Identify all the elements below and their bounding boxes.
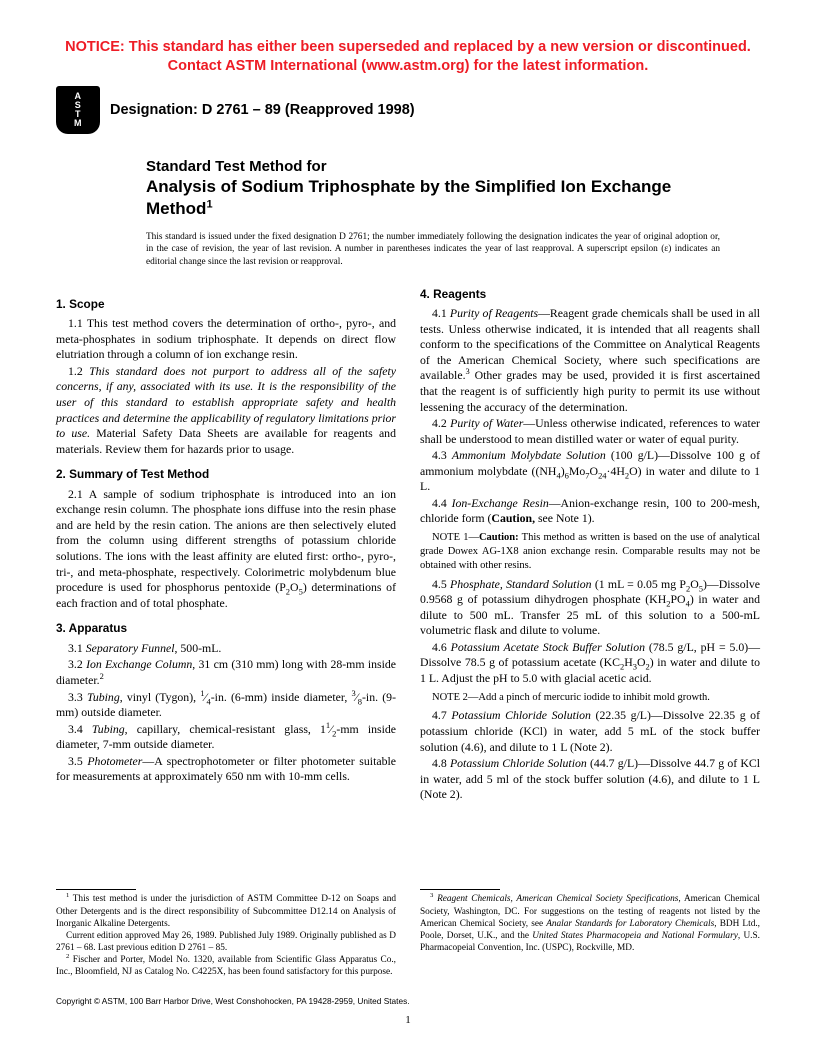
issuance-note: This standard is issued under the fixed … — [146, 231, 720, 269]
para: 4.1 Purity of Reagents—Reagent grade che… — [420, 306, 760, 415]
header-row: ASTM Designation: D 2761 – 89 (Reapprove… — [56, 86, 760, 134]
para: 1.2 This standard does not purport to ad… — [56, 364, 396, 457]
para: 4.7 Potassium Chloride Solution (22.35 g… — [420, 708, 760, 755]
para: 2.1 A sample of sodium triphosphate is i… — [56, 487, 396, 612]
heading-summary: 2. Summary of Test Method — [56, 467, 396, 483]
footnote-3: 3 Reagent Chemicals, American Chemical S… — [420, 893, 760, 953]
footnote-1: 1 This test method is under the jurisdic… — [56, 893, 396, 929]
para: 4.3 Ammonium Molybdate Solution (100 g/L… — [420, 448, 760, 495]
heading-scope: 1. Scope — [56, 297, 396, 313]
body-columns: 1. Scope 1.1 This test method covers the… — [56, 287, 760, 803]
para: 4.8 Potassium Chloride Solution (44.7 g/… — [420, 756, 760, 803]
footnote-rule — [56, 889, 136, 890]
footnote-rule — [420, 889, 500, 890]
title-main: Analysis of Sodium Triphosphate by the S… — [146, 176, 720, 219]
notice-line2: Contact ASTM International (www.astm.org… — [168, 58, 649, 74]
footnotes: 1 This test method is under the jurisdic… — [56, 889, 760, 978]
para: 4.4 Ion-Exchange Resin—Anion-exchange re… — [420, 496, 760, 527]
heading-apparatus: 3. Apparatus — [56, 621, 396, 637]
para: 3.5 Photometer—A spectrophotometer or fi… — [56, 754, 396, 785]
para: 3.1 Separatory Funnel, 500-mL. — [56, 641, 396, 657]
para: 4.5 Phosphate, Standard Solution (1 mL =… — [420, 577, 760, 639]
para: 3.2 Ion Exchange Column, 31 cm (310 mm) … — [56, 657, 396, 688]
para: 4.2 Purity of Water—Unless otherwise ind… — [420, 416, 760, 447]
title-lead: Standard Test Method for — [146, 158, 720, 177]
footnote-2: 2 Fischer and Porter, Model No. 1320, av… — [56, 954, 396, 978]
note: NOTE 1—Caution: This method as written i… — [420, 531, 760, 573]
copyright-line: Copyright © ASTM, 100 Barr Harbor Drive,… — [56, 996, 410, 1006]
notice-banner: NOTICE: This standard has either been su… — [56, 38, 760, 76]
page-number: 1 — [0, 1014, 816, 1026]
para: 4.6 Potassium Acetate Stock Buffer Solut… — [420, 640, 760, 687]
designation-text: Designation: D 2761 – 89 (Reapproved 199… — [110, 102, 415, 118]
notice-line1: NOTICE: This standard has either been su… — [65, 39, 751, 55]
para: 3.4 Tubing, capillary, chemical-resistan… — [56, 722, 396, 753]
footnote-1b: Current edition approved May 26, 1989. P… — [56, 930, 396, 954]
note: NOTE 2—Add a pinch of mercuric iodide to… — [420, 691, 760, 705]
title-block: Standard Test Method for Analysis of Sod… — [146, 158, 720, 219]
heading-reagents: 4. Reagents — [420, 287, 760, 303]
para: 3.3 Tubing, vinyl (Tygon), 1⁄4-in. (6-mm… — [56, 690, 396, 721]
para: 1.1 This test method covers the determin… — [56, 316, 396, 363]
astm-logo-icon: ASTM — [56, 86, 100, 134]
